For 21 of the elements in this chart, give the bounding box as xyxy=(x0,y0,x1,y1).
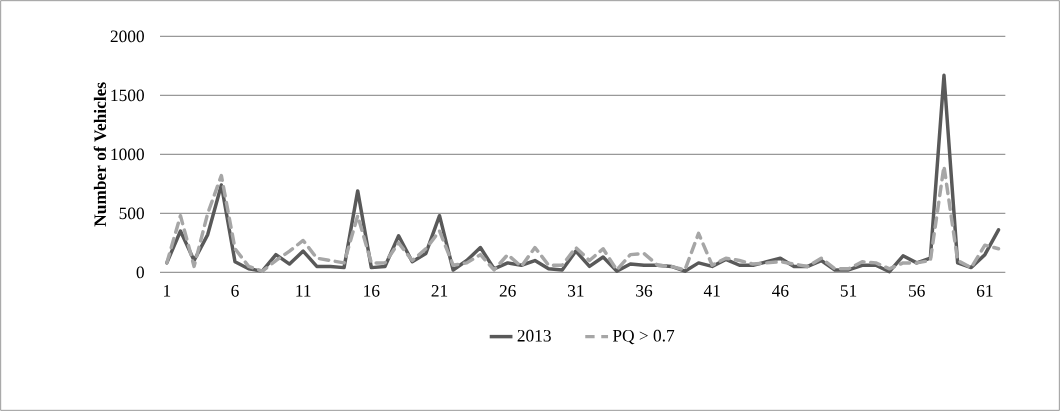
legend-label: PQ > 0.7 xyxy=(612,329,675,345)
x-tick-label: 11 xyxy=(296,285,311,297)
x-tick-label: 46 xyxy=(772,285,789,297)
y-tick-label: 2000 xyxy=(110,30,144,43)
legend-label: 2013 xyxy=(517,329,551,342)
y-tick-label: 0 xyxy=(136,266,144,279)
y-axis-title: Number of Vehicles xyxy=(93,82,107,227)
x-tick-label: 36 xyxy=(636,285,653,297)
x-tick-label: 51 xyxy=(840,285,857,297)
x-tick-label: 61 xyxy=(976,285,993,297)
x-tick-label: 1 xyxy=(164,285,171,297)
x-tick-label: 41 xyxy=(703,285,720,297)
x-tick-label: 26 xyxy=(499,285,516,297)
y-tick-label: 500 xyxy=(119,207,144,220)
x-tick-label: 16 xyxy=(364,285,380,297)
x-tick-label: 6 xyxy=(231,285,239,297)
y-tick-label: 1000 xyxy=(111,148,144,161)
x-tick-label: 56 xyxy=(909,285,925,297)
y-tick-label: 1500 xyxy=(111,89,144,102)
x-tick-label: 21 xyxy=(431,285,448,297)
x-tick-label: 31 xyxy=(568,285,584,297)
